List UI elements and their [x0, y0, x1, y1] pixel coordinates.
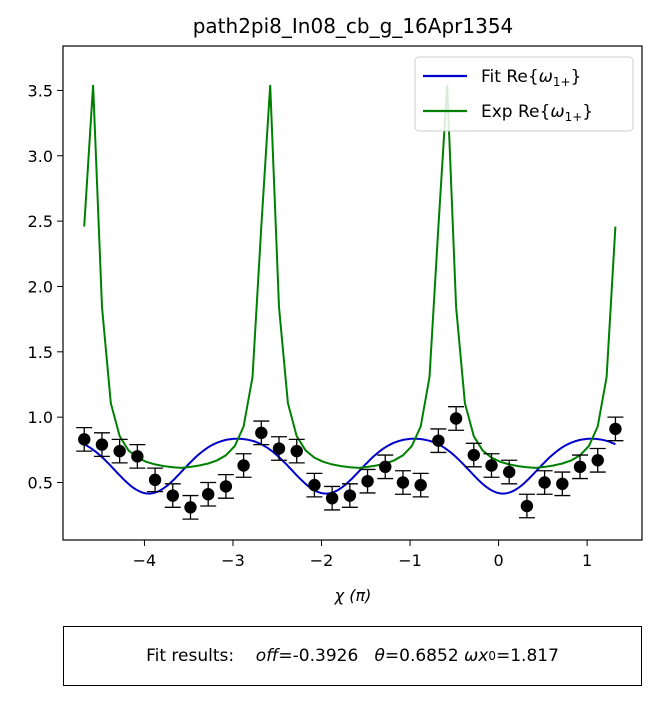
- data-point: [379, 460, 392, 474]
- x-tick-label: 0: [493, 551, 503, 570]
- data-point: [538, 476, 551, 489]
- data-point: [255, 426, 268, 440]
- fit-results-label: Fit results:: [146, 646, 235, 666]
- data-point: [556, 477, 569, 491]
- data-point: [520, 499, 534, 513]
- data-point: [591, 454, 604, 467]
- data-point: [201, 488, 215, 501]
- data-point: [166, 489, 179, 502]
- fit-theta-symbol: θ: [374, 646, 385, 666]
- plot-frame: [62, 45, 643, 541]
- data-point: [272, 442, 286, 455]
- x-tick-label: −4: [133, 551, 157, 570]
- data-point: [343, 489, 357, 502]
- data-point: [485, 459, 498, 472]
- data-point: [113, 444, 126, 458]
- x-axis-label: χ (π): [334, 586, 372, 605]
- y-tick-label: 1.0: [28, 408, 53, 427]
- x-tick-label: −1: [398, 551, 422, 570]
- y-tick-label: 3.0: [28, 147, 53, 166]
- y-tick-label: 3.5: [28, 81, 53, 100]
- fit-theta-value: =0.6852: [384, 646, 459, 666]
- fit-wx0-sub: 0: [488, 649, 496, 663]
- data-point: [396, 476, 410, 489]
- axes: −4 −3 −2 −1 0 1 0.5 1.0 1.5 2.0 2.5 3.0 3.5: [28, 81, 593, 570]
- y-tick-label: 0.5: [28, 473, 53, 492]
- legend: Fit Re{ω1+} Exp Re{ω1+}: [414, 56, 634, 132]
- data-point: [432, 434, 445, 447]
- data-point: [609, 422, 622, 436]
- data-point: [219, 480, 233, 493]
- x-tick-label: −2: [310, 551, 334, 570]
- data-point: [95, 438, 109, 451]
- series-line-exp: [83, 84, 617, 469]
- data-point: [361, 474, 374, 488]
- chart-title: path2pi8_In08_cb_g_16Apr1354: [193, 14, 514, 38]
- fit-off-value: =-0.3926: [278, 646, 359, 666]
- data-point: [325, 491, 339, 505]
- legend-exp-label: Exp Re{ω1+}: [481, 102, 593, 124]
- data-point: [290, 444, 303, 458]
- fit-wx0-symbol: ωx: [464, 646, 489, 666]
- data-point: [148, 473, 162, 487]
- fit-results-box: Fit results: off =-0.3926 θ =0.6852 ωx 0 =1.…: [63, 626, 642, 686]
- x-tick-label: −3: [221, 551, 245, 570]
- series-line-fit: [83, 437, 616, 495]
- x-tick-label: 1: [582, 551, 592, 570]
- data-point: [503, 465, 516, 479]
- data-point: [131, 450, 144, 463]
- data-point: [573, 460, 587, 474]
- y-tick-label: 2.0: [28, 277, 53, 296]
- data-point: [414, 478, 427, 492]
- plot-area: [76, 84, 624, 520]
- data-point: [449, 412, 463, 425]
- fit-off-symbol: off: [255, 646, 279, 666]
- fit-wx0-value: =1.817: [495, 646, 559, 666]
- data-point: [467, 448, 480, 462]
- y-tick-label: 1.5: [28, 343, 53, 362]
- y-tick-label: 2.5: [28, 212, 53, 231]
- data-point: [308, 478, 321, 492]
- data-point: [78, 433, 91, 446]
- legend-fit-label: Fit Re{ω1+}: [481, 67, 581, 89]
- legend-frame: [414, 56, 634, 132]
- data-point: [237, 459, 250, 472]
- data-point: [184, 501, 197, 514]
